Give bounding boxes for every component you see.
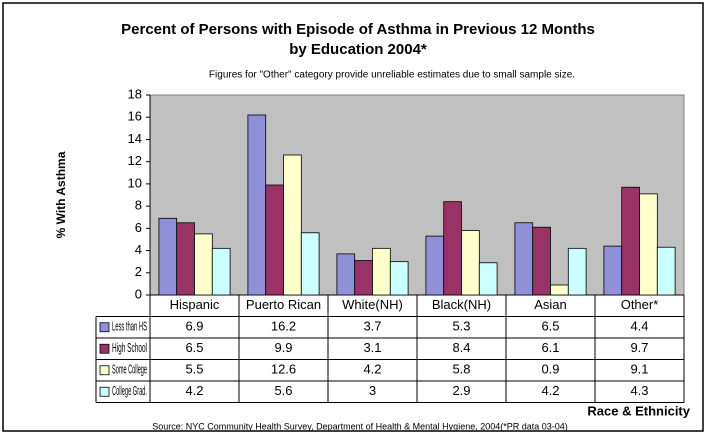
bar — [532, 226, 551, 296]
chart-title: Percent of Persons with Episode of Asthm… — [121, 21, 595, 38]
plot-area — [149, 94, 685, 296]
table-value: 9.9 — [274, 340, 292, 355]
bar — [656, 246, 676, 296]
legend-label: College Grad. — [112, 383, 147, 398]
y-tick-label: 10 — [128, 175, 142, 190]
subtitle: Figures for "Other" category provide unr… — [209, 70, 575, 81]
x-tick-label: Puerto Rican — [246, 297, 321, 312]
bar — [639, 193, 658, 296]
y-tick-label: 18 — [128, 86, 142, 101]
y-tick-label: 6 — [135, 220, 142, 235]
table-value: 5.6 — [274, 383, 292, 398]
legend-swatch — [99, 322, 110, 333]
table-value: 5.5 — [185, 362, 203, 377]
bar — [443, 201, 462, 296]
y-tick-label: 8 — [135, 198, 142, 213]
table-value: 8.4 — [452, 340, 470, 355]
table-value: 4.4 — [630, 319, 648, 334]
y-tick-label: 2 — [135, 264, 142, 279]
bar — [567, 247, 587, 296]
y-tick-label: 4 — [135, 242, 142, 257]
table-value: 4.2 — [185, 383, 203, 398]
table-value: 16.2 — [271, 319, 296, 334]
bar — [461, 230, 480, 296]
legend-swatch — [99, 343, 110, 354]
bar — [550, 284, 569, 296]
legend-label: Less than HS — [112, 319, 147, 334]
y-tick-label: 0 — [135, 286, 142, 301]
table-value: 5.8 — [452, 362, 470, 377]
bar — [336, 253, 356, 296]
bar — [283, 154, 302, 296]
bar — [265, 184, 284, 296]
x-tick-label: Asian — [534, 297, 567, 312]
x-tick-label: Black(NH) — [432, 297, 491, 312]
table-value: 2.9 — [452, 383, 470, 398]
table-value: 3.1 — [363, 340, 381, 355]
table-value: 4.3 — [630, 383, 648, 398]
bar — [603, 245, 623, 296]
bar — [621, 186, 640, 296]
bar — [354, 260, 373, 296]
legend-label: Some College — [112, 362, 147, 377]
table-value: 6.5 — [185, 340, 203, 355]
legend-label: High School — [112, 340, 147, 355]
table-value: 9.1 — [630, 362, 648, 377]
table-value: 5.3 — [452, 319, 470, 334]
bar — [300, 232, 320, 296]
table-value: 3.7 — [363, 319, 381, 334]
table-value: 12.6 — [271, 362, 296, 377]
y-tick-label: 12 — [128, 153, 142, 168]
x-axis-label: Race & Ethnicity — [587, 403, 690, 418]
table-value: 3 — [369, 383, 376, 398]
bar — [176, 222, 195, 296]
y-axis-label: % With Asthma — [54, 151, 68, 238]
x-tick-label: White(NH) — [342, 297, 403, 312]
table-value: 0.9 — [541, 362, 559, 377]
chart-title: by Education 2004* — [289, 41, 427, 58]
bar — [478, 262, 498, 296]
bar — [372, 247, 391, 296]
table-value: 6.9 — [185, 319, 203, 334]
bar — [247, 114, 267, 296]
table-value: 9.7 — [630, 340, 648, 355]
x-tick-label: Other* — [621, 297, 659, 312]
y-tick-label: 16 — [128, 109, 142, 124]
table-value: 4.2 — [363, 362, 381, 377]
bar — [194, 233, 213, 296]
source: Source: NYC Community Health Survey, Dep… — [152, 421, 568, 431]
bar — [514, 222, 534, 296]
bar — [158, 217, 178, 296]
y-tick-label: 14 — [128, 131, 142, 146]
x-tick-label: Hispanic — [170, 297, 220, 312]
bar — [389, 261, 409, 296]
bar — [425, 235, 445, 296]
table-value: 6.5 — [541, 319, 559, 334]
table-value: 6.1 — [541, 340, 559, 355]
legend-swatch — [99, 365, 110, 376]
table-value: 4.2 — [541, 383, 559, 398]
legend-swatch — [99, 386, 110, 397]
bar — [211, 247, 231, 296]
